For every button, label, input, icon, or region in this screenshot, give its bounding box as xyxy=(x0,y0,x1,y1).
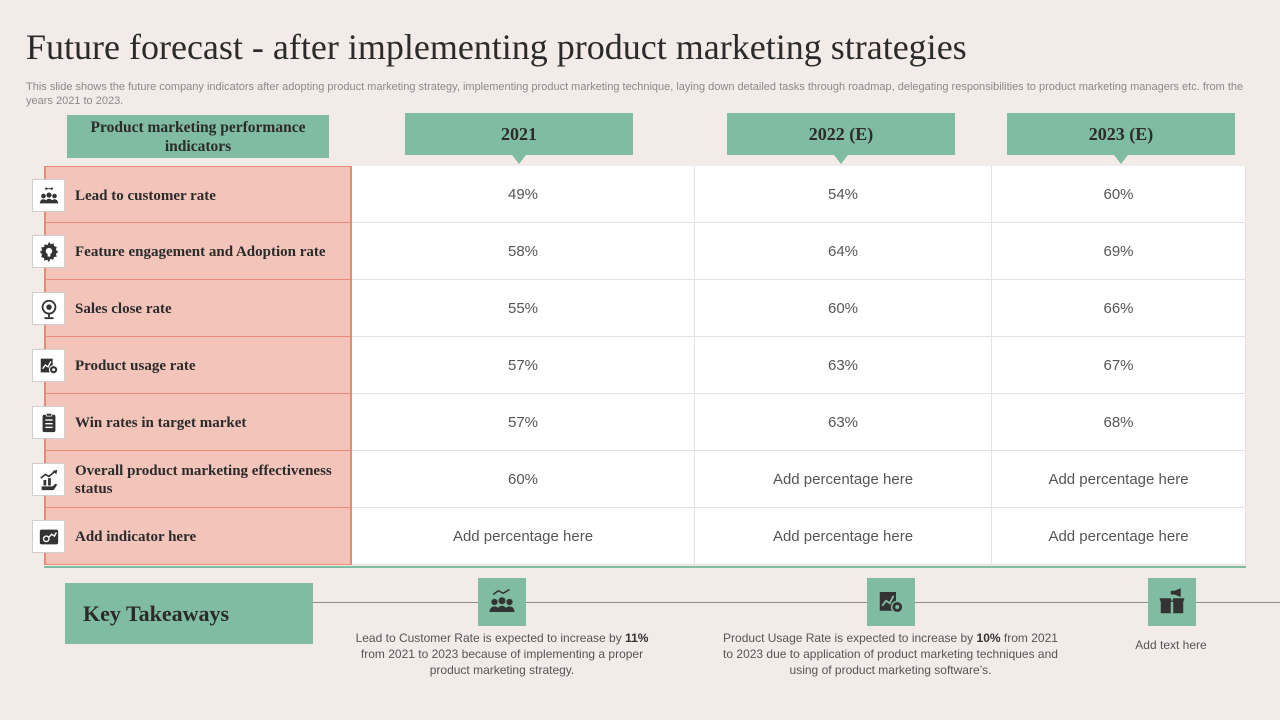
value-2021: 57% xyxy=(352,394,695,451)
takeaway-highlight: 10% xyxy=(976,631,1001,645)
takeaway-text-part: Product Usage Rate is expected to increa… xyxy=(723,631,977,645)
value-2022: Add percentage here xyxy=(695,451,992,508)
table-row: Product usage rate 57% 63% 67% xyxy=(32,337,1246,394)
indicator-label: Win rates in target market xyxy=(75,414,247,431)
value-2021: 55% xyxy=(352,280,695,337)
value-2023: 68% xyxy=(992,394,1246,451)
takeaways-divider xyxy=(313,602,1280,603)
key-takeaways-title: Key Takeaways xyxy=(65,583,313,644)
value-2021: 60% xyxy=(352,451,695,508)
column-header-label: 2022 (E) xyxy=(808,123,874,144)
value-2023: 67% xyxy=(992,337,1246,394)
value-2022: 54% xyxy=(695,166,992,223)
indicator-cell: Lead to customer rate xyxy=(32,166,352,223)
indicator-label: Overall product marketing effectiveness … xyxy=(75,462,332,497)
value-2023: 60% xyxy=(992,166,1246,223)
value-2021: 57% xyxy=(352,337,695,394)
value-2021: 49% xyxy=(352,166,695,223)
indicator-label: Add indicator here xyxy=(75,528,197,545)
value-2023: 66% xyxy=(992,280,1246,337)
globe-target-icon xyxy=(32,292,65,325)
takeaway-text-2: Product Usage Rate is expected to increa… xyxy=(718,630,1063,678)
lightbulb-gear-icon xyxy=(32,235,65,268)
indicator-label: Lead to customer rate xyxy=(75,187,216,204)
people-network-icon xyxy=(478,578,526,626)
growth-hand-icon xyxy=(32,463,65,496)
value-2023: 69% xyxy=(992,223,1246,280)
table-row: Win rates in target market 57% 63% 68% xyxy=(32,394,1246,451)
people-network-icon xyxy=(32,179,65,212)
value-2022: Add percentage here xyxy=(695,508,992,565)
value-2023: Add percentage here xyxy=(992,508,1246,565)
page-title: Future forecast - after implementing pro… xyxy=(26,27,967,67)
indicator-cell: Product usage rate xyxy=(32,337,352,394)
indicator-cell: Overall product marketing effectiveness … xyxy=(32,451,352,508)
takeaway-highlight: 11% xyxy=(625,631,649,645)
column-header-2023: 2023 (E) xyxy=(1007,113,1235,164)
value-2021: Add percentage here xyxy=(352,508,695,565)
value-2022: 63% xyxy=(695,394,992,451)
indicator-cell: Feature engagement and Adoption rate xyxy=(32,223,352,280)
column-header-label: 2021 xyxy=(501,123,537,144)
indicator-label: Feature engagement and Adoption rate xyxy=(75,243,326,260)
table-row: Add indicator here Add percentage here A… xyxy=(32,508,1246,565)
column-header-2022: 2022 (E) xyxy=(727,113,955,164)
value-2023: Add percentage here xyxy=(992,451,1246,508)
table-row: Sales close rate 55% 60% 66% xyxy=(32,280,1246,337)
indicator-label: Sales close rate xyxy=(75,300,172,317)
takeaway-text-part: Lead to Customer Rate is expected to inc… xyxy=(355,631,626,645)
value-2022: 63% xyxy=(695,337,992,394)
table-row: Feature engagement and Adoption rate 58%… xyxy=(32,223,1246,280)
analytics-person-icon xyxy=(32,520,65,553)
indicator-cell: Add indicator here xyxy=(32,508,352,565)
column-header-label: 2023 (E) xyxy=(1088,123,1154,144)
takeaway-text-part: from 2021 to 2023 due to application of … xyxy=(723,631,1058,677)
clipboard-list-icon xyxy=(32,406,65,439)
takeaway-text-part: from 2021 to 2023 because of implementin… xyxy=(360,647,644,677)
takeaway-text-3: Add text here xyxy=(1135,638,1207,652)
value-2022: 60% xyxy=(695,280,992,337)
value-2022: 64% xyxy=(695,223,992,280)
table-row: Overall product marketing effectiveness … xyxy=(32,451,1246,508)
value-2021: 58% xyxy=(352,223,695,280)
chart-gear-icon xyxy=(867,578,915,626)
page-subtitle: This slide shows the future company indi… xyxy=(26,81,1244,107)
indicators-table: Lead to customer rate 49% 54% 60% Featur… xyxy=(32,166,1246,568)
indicator-cell: Sales close rate xyxy=(32,280,352,337)
column-header-2021: 2021 xyxy=(405,113,633,164)
table-row: Lead to customer rate 49% 54% 60% xyxy=(32,166,1246,223)
chart-gear-icon xyxy=(32,349,65,382)
indicator-label: Product usage rate xyxy=(75,357,196,374)
box-megaphone-icon xyxy=(1148,578,1196,626)
indicator-header: Product marketing performance indicators xyxy=(67,115,329,158)
indicator-cell: Win rates in target market xyxy=(32,394,352,451)
takeaway-text-1: Lead to Customer Rate is expected to inc… xyxy=(350,630,654,678)
